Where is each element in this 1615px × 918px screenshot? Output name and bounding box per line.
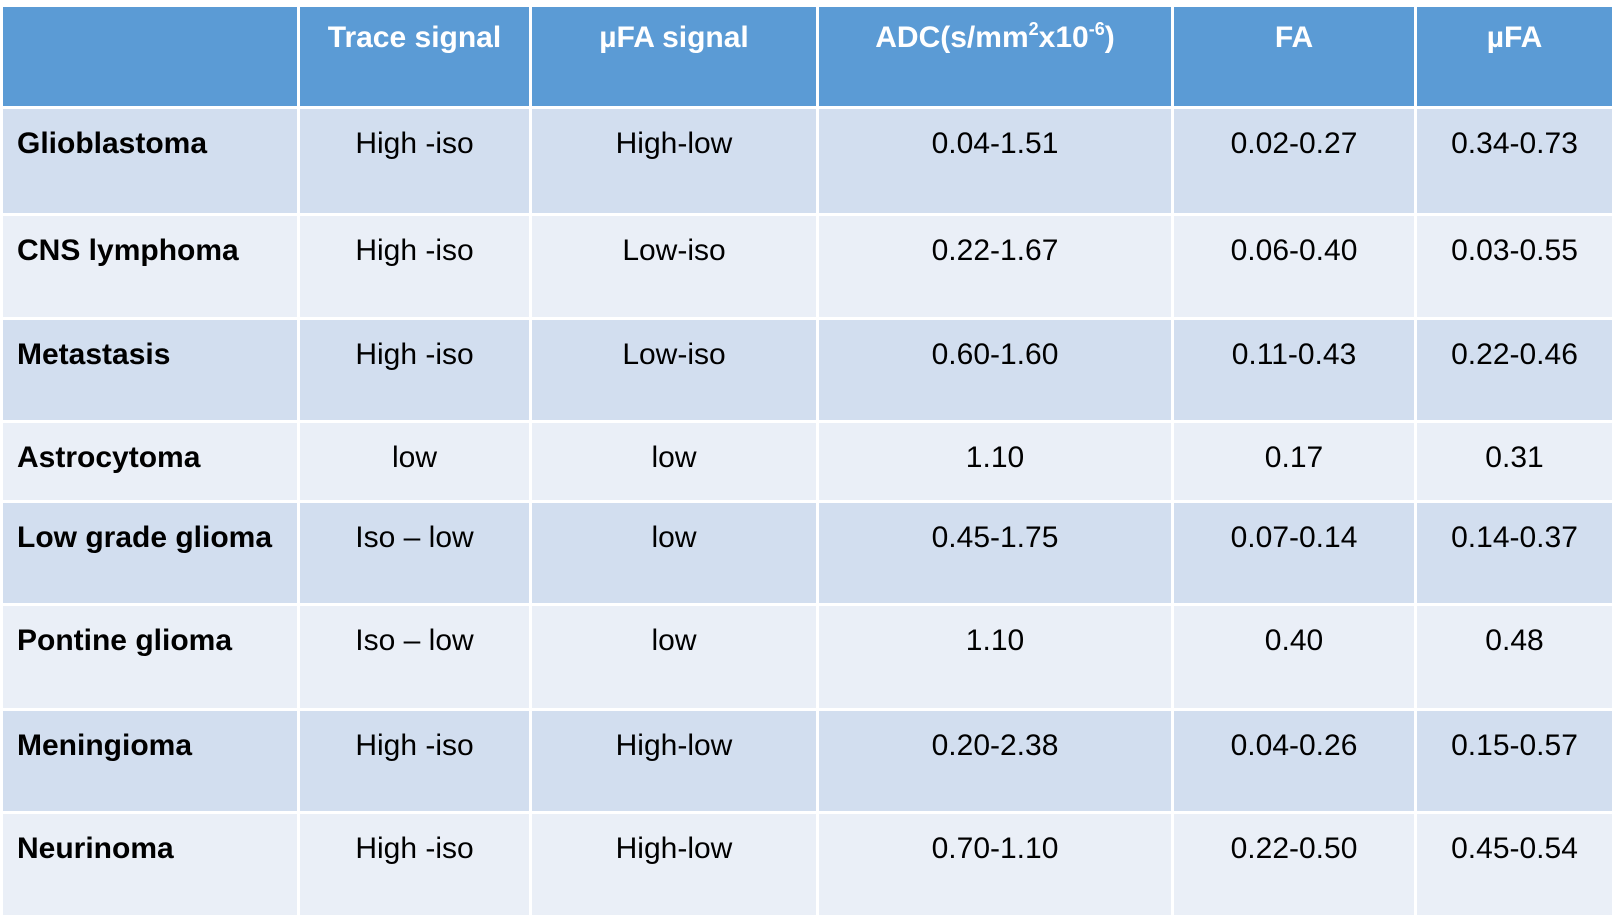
- header-cell: µFA: [1414, 4, 1615, 109]
- cell: low: [529, 500, 819, 606]
- row-label: CNS lymphoma: [0, 213, 300, 320]
- table: Trace signal µFA signal ADC(s/mm2x10-6) FA µ…: [0, 4, 1615, 918]
- row-label: Astrocytoma: [0, 420, 300, 503]
- cell: 0.04-0.26: [1171, 708, 1417, 814]
- cell: 0.31: [1414, 420, 1615, 503]
- table-wrap: Trace signal µFA signal ADC(s/mm2x10-6) FA µ…: [0, 4, 1615, 918]
- cell: low: [529, 420, 819, 503]
- cell: High -iso: [297, 106, 532, 216]
- cell: High-low: [529, 811, 819, 918]
- row-label: Metastasis: [0, 317, 300, 423]
- cell: Iso – low: [297, 603, 532, 711]
- cell: 0.45-1.75: [816, 500, 1174, 606]
- superscript: 2: [1028, 19, 1039, 39]
- header-text: x10: [1038, 21, 1089, 54]
- table-row: Low grade glioma Iso – low low 0.45-1.75 0.0…: [0, 500, 1615, 606]
- cell: 0.07-0.14: [1171, 500, 1417, 606]
- cell: 0.17: [1171, 420, 1417, 503]
- superscript: -6: [1088, 19, 1105, 39]
- table-row: Glioblastoma High -iso High-low 0.04-1.51 0.…: [0, 106, 1615, 216]
- cell: High-low: [529, 708, 819, 814]
- cell: High -iso: [297, 317, 532, 423]
- cell: 0.02-0.27: [1171, 106, 1417, 216]
- header-cell: ADC(s/mm2x10-6): [816, 4, 1174, 109]
- cell: low: [529, 603, 819, 711]
- cell: 0.48: [1414, 603, 1615, 711]
- header-text: ): [1104, 21, 1115, 54]
- cell: 0.06-0.40: [1171, 213, 1417, 320]
- cell: low: [297, 420, 532, 503]
- row-label: Low grade glioma: [0, 500, 300, 606]
- cell: 0.22-0.50: [1171, 811, 1417, 918]
- header-cell: FA: [1171, 4, 1417, 109]
- cell: Low-iso: [529, 213, 819, 320]
- cell: Low-iso: [529, 317, 819, 423]
- row-label: Pontine glioma: [0, 603, 300, 711]
- cell: High -iso: [297, 708, 532, 814]
- row-label: Neurinoma: [0, 811, 300, 918]
- table-row: Astrocytoma low low 1.10 0.17 0.31: [0, 420, 1615, 503]
- header-row: Trace signal µFA signal ADC(s/mm2x10-6) FA µ…: [0, 4, 1615, 109]
- cell: High -iso: [297, 811, 532, 918]
- cell: 0.45-0.54: [1414, 811, 1615, 918]
- table-row: CNS lymphoma High -iso Low-iso 0.22-1.67 0.0…: [0, 213, 1615, 320]
- table-row: Metastasis High -iso Low-iso 0.60-1.60 0.11-…: [0, 317, 1615, 423]
- cell: 0.11-0.43: [1171, 317, 1417, 423]
- table-row: Pontine glioma Iso – low low 1.10 0.40 0.48: [0, 603, 1615, 711]
- cell: 0.14-0.37: [1414, 500, 1615, 606]
- cell: 0.22-1.67: [816, 213, 1174, 320]
- cell: 1.10: [816, 603, 1174, 711]
- table-row: Neurinoma High -iso High-low 0.70-1.10 0.22-…: [0, 811, 1615, 918]
- cell: 0.40: [1171, 603, 1417, 711]
- cell: High -iso: [297, 213, 532, 320]
- cell: 1.10: [816, 420, 1174, 503]
- header-cell: µFA signal: [529, 4, 819, 109]
- cell: High-low: [529, 106, 819, 216]
- cell: 0.15-0.57: [1414, 708, 1615, 814]
- cell: 0.04-1.51: [816, 106, 1174, 216]
- cell: 0.03-0.55: [1414, 213, 1615, 320]
- cell: 0.34-0.73: [1414, 106, 1615, 216]
- corner-cell: [0, 4, 300, 109]
- header-text: ADC(s/mm: [875, 21, 1029, 54]
- row-label: Meningioma: [0, 708, 300, 814]
- cell: 0.70-1.10: [816, 811, 1174, 918]
- row-label: Glioblastoma: [0, 106, 300, 216]
- cell: 0.60-1.60: [816, 317, 1174, 423]
- cell: Iso – low: [297, 500, 532, 606]
- header-cell: Trace signal: [297, 4, 532, 109]
- table-row: Meningioma High -iso High-low 0.20-2.38 0.04…: [0, 708, 1615, 814]
- cell: 0.22-0.46: [1414, 317, 1615, 423]
- cell: 0.20-2.38: [816, 708, 1174, 814]
